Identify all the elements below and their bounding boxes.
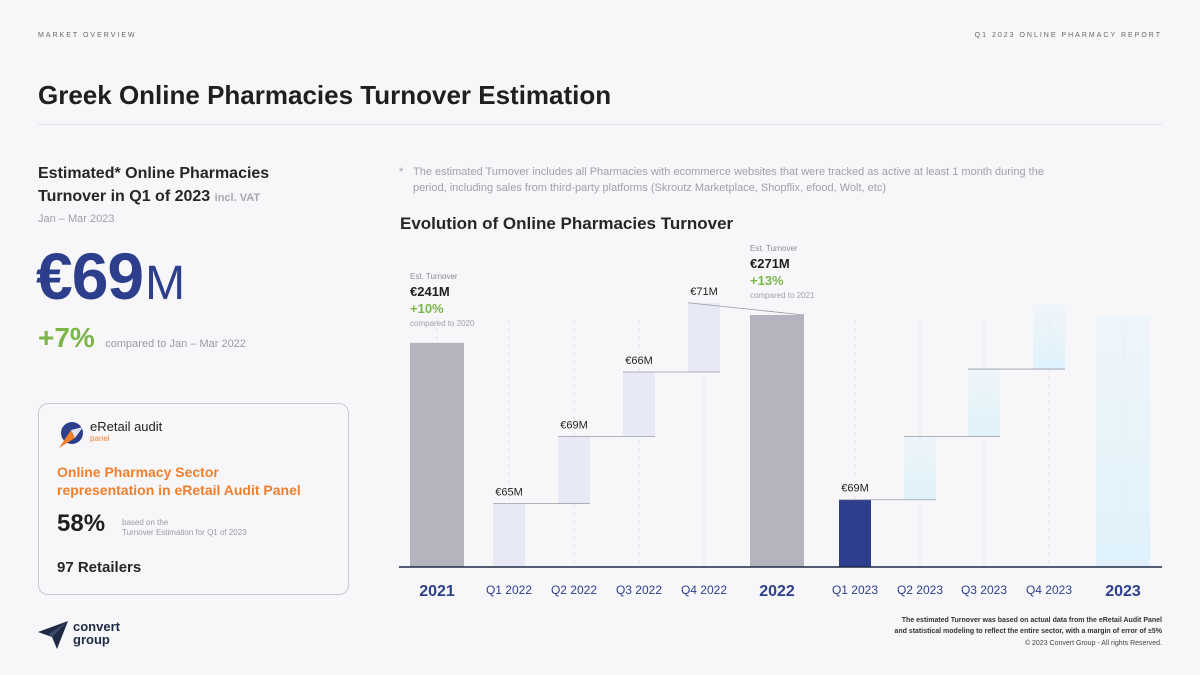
growth-indicator: +7% compared to Jan – Mar 2022 xyxy=(38,322,246,354)
x-tick-q4-2023: Q4 2023 xyxy=(1026,583,1072,597)
estimate-title: Estimated* Online Pharmacies Turnover in… xyxy=(38,162,338,210)
bar-label-q1-2022: €65M xyxy=(495,487,523,499)
convert-group-logo-icon xyxy=(38,621,68,649)
eretail-brand-sub: panel xyxy=(90,434,110,443)
estimate-title-line1: Estimated* Online Pharmacies xyxy=(38,165,270,182)
total-label-caption-2022: Est. Turnover xyxy=(750,244,798,253)
x-tick-2023: 2023 xyxy=(1105,583,1141,600)
estimated-turnover-value: €69M xyxy=(36,238,185,314)
vat-note: incl. VAT xyxy=(214,192,261,204)
copyright: © 2023 Convert Group - All rights Reserv… xyxy=(1024,640,1162,647)
total-label-value-2022: €271M xyxy=(750,256,790,271)
panel-note-line1: based on the xyxy=(122,518,169,527)
total-label-note-2021: compared to 2020 xyxy=(410,319,475,328)
bar-q3-2023 xyxy=(968,369,1000,437)
methodology-note: The estimated Turnover was based on actu… xyxy=(894,615,1162,637)
bar-2021 xyxy=(410,342,464,567)
bar-q4-2022 xyxy=(688,302,720,372)
total-label-growth-2021: +10% xyxy=(410,301,444,316)
x-tick-q2-2022: Q2 2022 xyxy=(551,583,597,597)
bar-q1-2023 xyxy=(839,499,871,567)
methodology-line1: The estimated Turnover was based on actu… xyxy=(901,617,1162,624)
total-label-growth-2022: +13% xyxy=(750,273,784,288)
chart-title: Evolution of Online Pharmacies Turnover xyxy=(400,214,734,233)
eretail-panel-card: eRetail audit panel Online Pharmacy Sect… xyxy=(38,403,349,595)
turnover-unit: M xyxy=(145,257,186,310)
estimate-title-line2: Turnover in Q1 of 2023 xyxy=(38,188,211,205)
growth-percent: +7% xyxy=(38,322,95,353)
footnote-star: * xyxy=(399,166,404,178)
footnote-text: The estimated Turnover includes all Phar… xyxy=(413,166,1044,194)
x-tick-q2-2023: Q2 2023 xyxy=(897,583,943,597)
turnover-footnote: * The estimated Turnover includes all Ph… xyxy=(399,164,1079,196)
x-tick-q1-2023: Q1 2023 xyxy=(832,583,878,597)
report-label: Q1 2023 ONLINE PHARMACY REPORT xyxy=(974,32,1162,39)
x-tick-2021: 2021 xyxy=(419,583,455,600)
bar-q2-2023 xyxy=(904,436,936,500)
page-title: Greek Online Pharmacies Turnover Estimat… xyxy=(38,80,612,110)
x-tick-2022: 2022 xyxy=(759,583,795,600)
x-tick-q3-2022: Q3 2022 xyxy=(616,583,662,597)
bar-label-q4-2022: €71M xyxy=(690,286,718,298)
bar-2022 xyxy=(750,314,804,567)
total-label-note-2022: compared to 2021 xyxy=(750,291,815,300)
currency-symbol: € xyxy=(36,239,73,313)
x-tick-q1-2022: Q1 2022 xyxy=(486,583,532,597)
methodology-line2: and statistical modeling to reflect the … xyxy=(894,628,1162,635)
section-label: MARKET OVERVIEW xyxy=(38,32,137,39)
panel-note-line2: Turnover Estimation for Q1 of 2023 xyxy=(122,528,247,537)
panel-retailers-count: 97 Retailers xyxy=(57,559,142,576)
bar-label-q1-2023: €69M xyxy=(841,483,869,495)
bar-q4-2023 xyxy=(1033,304,1065,370)
panel-heading-line2: representation in eRetail Audit Panel xyxy=(57,482,301,498)
total-label-value-2021: €241M xyxy=(410,284,450,299)
estimate-period: Jan – Mar 2023 xyxy=(38,213,115,225)
eretail-brand: eRetail audit xyxy=(90,419,163,434)
panel-heading: Online Pharmacy Sector representation in… xyxy=(57,463,347,499)
total-label-caption-2021: Est. Turnover xyxy=(410,272,458,281)
company-name-line2: group xyxy=(73,632,110,647)
x-tick-q4-2022: Q4 2022 xyxy=(681,583,727,597)
title-divider xyxy=(38,124,1162,125)
bar-label-q2-2022: €69M xyxy=(560,419,588,431)
bar-q1-2022 xyxy=(493,503,525,567)
growth-comparison: compared to Jan – Mar 2022 xyxy=(105,338,246,350)
bar-q2-2022 xyxy=(558,436,590,504)
company-name: convert group xyxy=(73,620,133,646)
bar-q3-2022 xyxy=(623,372,655,437)
panel-representation-pct: 58% xyxy=(57,510,106,537)
panel-pct-note: based on the Turnover Estimation for Q1 … xyxy=(122,518,302,538)
connector-total-4 xyxy=(687,302,805,316)
turnover-number: 69 xyxy=(71,239,144,313)
company-name-line1: convert xyxy=(73,619,120,634)
x-tick-q3-2023: Q3 2023 xyxy=(961,583,1007,597)
panel-heading-line1: Online Pharmacy Sector xyxy=(57,464,219,480)
bar-2023 xyxy=(1096,316,1150,567)
bar-label-q3-2022: €66M xyxy=(625,355,653,367)
eretail-logo-icon xyxy=(59,422,83,448)
